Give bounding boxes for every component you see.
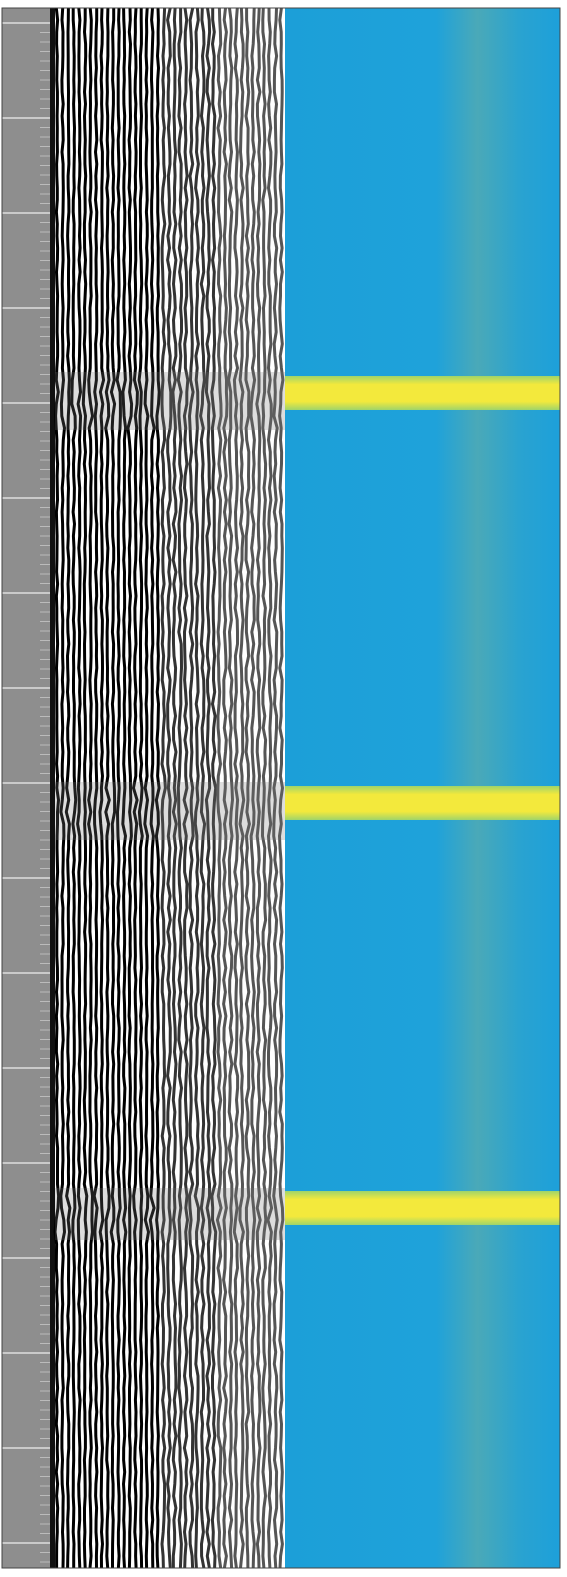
frame xyxy=(1,7,561,1569)
trace xyxy=(222,7,229,1569)
trace xyxy=(70,8,78,1568)
ruler-ticks xyxy=(2,22,50,1563)
trace xyxy=(98,7,106,1569)
trace xyxy=(81,8,89,1569)
trace xyxy=(154,7,161,1569)
trace xyxy=(238,7,246,1569)
trace xyxy=(204,7,212,1569)
trace xyxy=(104,7,111,1569)
trace xyxy=(215,7,223,1569)
trace xyxy=(53,7,61,1568)
trace xyxy=(76,7,83,1569)
trace xyxy=(232,7,240,1569)
trace xyxy=(92,8,99,1569)
trace xyxy=(109,8,117,1568)
trace xyxy=(115,7,122,1569)
trace xyxy=(210,8,218,1569)
depth-ruler xyxy=(2,8,50,1568)
trace xyxy=(266,7,274,1569)
yellow-band xyxy=(285,376,560,410)
trace xyxy=(166,7,173,1569)
trace xyxy=(121,7,128,1569)
trace xyxy=(137,8,144,1569)
wiggle-traces xyxy=(53,7,285,1569)
trace xyxy=(255,7,262,1569)
trace xyxy=(143,7,151,1569)
trace xyxy=(260,7,268,1569)
trace xyxy=(227,7,235,1569)
yellow-band xyxy=(285,786,560,820)
trace xyxy=(199,7,207,1569)
trace xyxy=(272,7,279,1569)
trace xyxy=(171,7,178,1569)
trace xyxy=(148,7,156,1569)
trace xyxy=(59,7,67,1569)
trace xyxy=(187,7,195,1569)
yellow-band xyxy=(285,1191,560,1225)
trace xyxy=(87,7,95,1569)
trace xyxy=(249,7,257,1569)
trace xyxy=(126,7,134,1569)
trace-disruption xyxy=(55,1188,285,1240)
trace xyxy=(176,8,184,1569)
trace xyxy=(182,7,190,1569)
trace xyxy=(193,7,201,1569)
trace xyxy=(277,7,285,1569)
trace xyxy=(131,7,139,1569)
trace xyxy=(160,7,167,1569)
ruler-border xyxy=(50,8,55,1568)
trace xyxy=(64,7,72,1569)
trace xyxy=(244,8,251,1569)
trace-disruption xyxy=(55,782,285,840)
trace-disruption xyxy=(55,372,285,430)
